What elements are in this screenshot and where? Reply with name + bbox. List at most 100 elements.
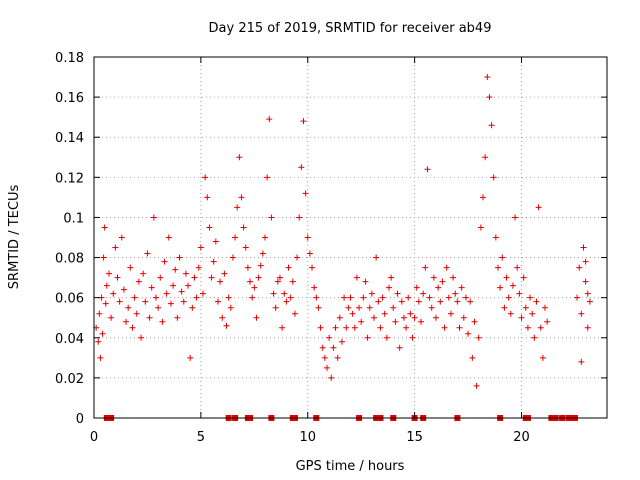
data-point: [193, 294, 200, 301]
data-point: [582, 278, 589, 285]
data-point: [477, 224, 484, 231]
data-point: [102, 300, 109, 307]
data-point: [306, 250, 313, 257]
data-point: [381, 310, 388, 317]
data-point: [347, 294, 354, 301]
data-point: [270, 290, 277, 297]
data-point: [542, 304, 549, 311]
data-point: [356, 304, 363, 311]
data-point: [129, 324, 136, 331]
data-point: [161, 258, 168, 265]
data-point: [582, 258, 589, 265]
data-point: [524, 324, 531, 331]
data-point: [505, 294, 512, 301]
data-point: [266, 116, 273, 123]
data-point: [208, 274, 215, 281]
y-tick-label: 0.12: [55, 171, 84, 186]
tick-labels: 0 5 10 15 20 0 0.02 0.04 0.06 0.08 0.1 0.12 0.14 0.16…: [55, 51, 530, 445]
data-point: [135, 278, 142, 285]
x-tick-label: 10: [299, 430, 316, 445]
data-point: [509, 282, 516, 289]
data-point: [200, 290, 207, 297]
data-point: [95, 338, 102, 345]
data-point: [221, 270, 228, 277]
data-point: [341, 294, 348, 301]
data-point: [343, 324, 350, 331]
data-point: [219, 314, 226, 321]
y-tick-label: 0.16: [55, 91, 84, 106]
data-point: [531, 334, 538, 341]
data-point: [313, 294, 320, 301]
data-point: [480, 194, 487, 201]
data-point: [366, 304, 373, 311]
data-point: [100, 254, 107, 261]
data-point: [170, 282, 177, 289]
data-point: [185, 282, 192, 289]
data-point: [390, 304, 397, 311]
data-point: [364, 334, 371, 341]
data-point: [373, 254, 380, 261]
data-point: [488, 122, 495, 129]
x-tick-label: 5: [197, 430, 205, 445]
data-point: [214, 298, 221, 305]
data-point: [274, 278, 281, 285]
x-tick-label: 20: [513, 430, 530, 445]
x-tick-label: 15: [406, 430, 423, 445]
data-point: [584, 324, 591, 331]
y-tick-label: 0.18: [55, 51, 84, 66]
y-tick-label: 0.04: [55, 332, 84, 347]
data-point: [195, 264, 202, 271]
data-point: [411, 314, 418, 321]
data-point: [426, 294, 433, 301]
data-point: [475, 334, 482, 341]
data-point: [319, 344, 326, 351]
data-point: [120, 286, 127, 293]
data-point: [407, 310, 414, 317]
data-point: [279, 324, 286, 331]
data-point: [285, 264, 292, 271]
data-point: [492, 234, 499, 241]
data-point: [210, 258, 217, 265]
y-axis-label: SRMTID / TECUs: [7, 185, 22, 290]
data-point: [212, 238, 219, 245]
data-point: [202, 174, 209, 181]
data-point: [304, 234, 311, 241]
y-tick-label: 0.14: [55, 131, 84, 146]
data-point: [294, 254, 301, 261]
data-point: [152, 294, 159, 301]
data-point: [291, 310, 298, 317]
data-point: [537, 324, 544, 331]
data-point: [409, 334, 416, 341]
data-point: [281, 290, 288, 297]
data-point: [388, 274, 395, 281]
data-point: [345, 304, 352, 311]
data-point: [353, 274, 360, 281]
data-point: [403, 324, 410, 331]
data-point: [197, 244, 204, 251]
data-point: [514, 264, 521, 271]
data-point: [242, 244, 249, 251]
data-point: [244, 264, 251, 271]
data-point: [484, 74, 491, 81]
data-point: [460, 314, 467, 321]
data-point: [247, 278, 254, 285]
data-point: [428, 304, 435, 311]
data-point: [264, 174, 271, 181]
data-point: [255, 274, 262, 281]
data-point: [236, 154, 243, 161]
data-point: [358, 318, 365, 325]
data-point: [180, 298, 187, 305]
data-point: [469, 354, 476, 361]
data-point: [467, 298, 474, 305]
data-point: [116, 298, 123, 305]
data-point: [501, 304, 508, 311]
data-point: [112, 244, 119, 251]
data-point: [238, 194, 245, 201]
data-point: [287, 294, 294, 301]
data-point: [165, 234, 172, 241]
data-point: [580, 244, 587, 251]
data-point: [499, 254, 506, 261]
data-point: [400, 314, 407, 321]
data-point: [157, 274, 164, 281]
